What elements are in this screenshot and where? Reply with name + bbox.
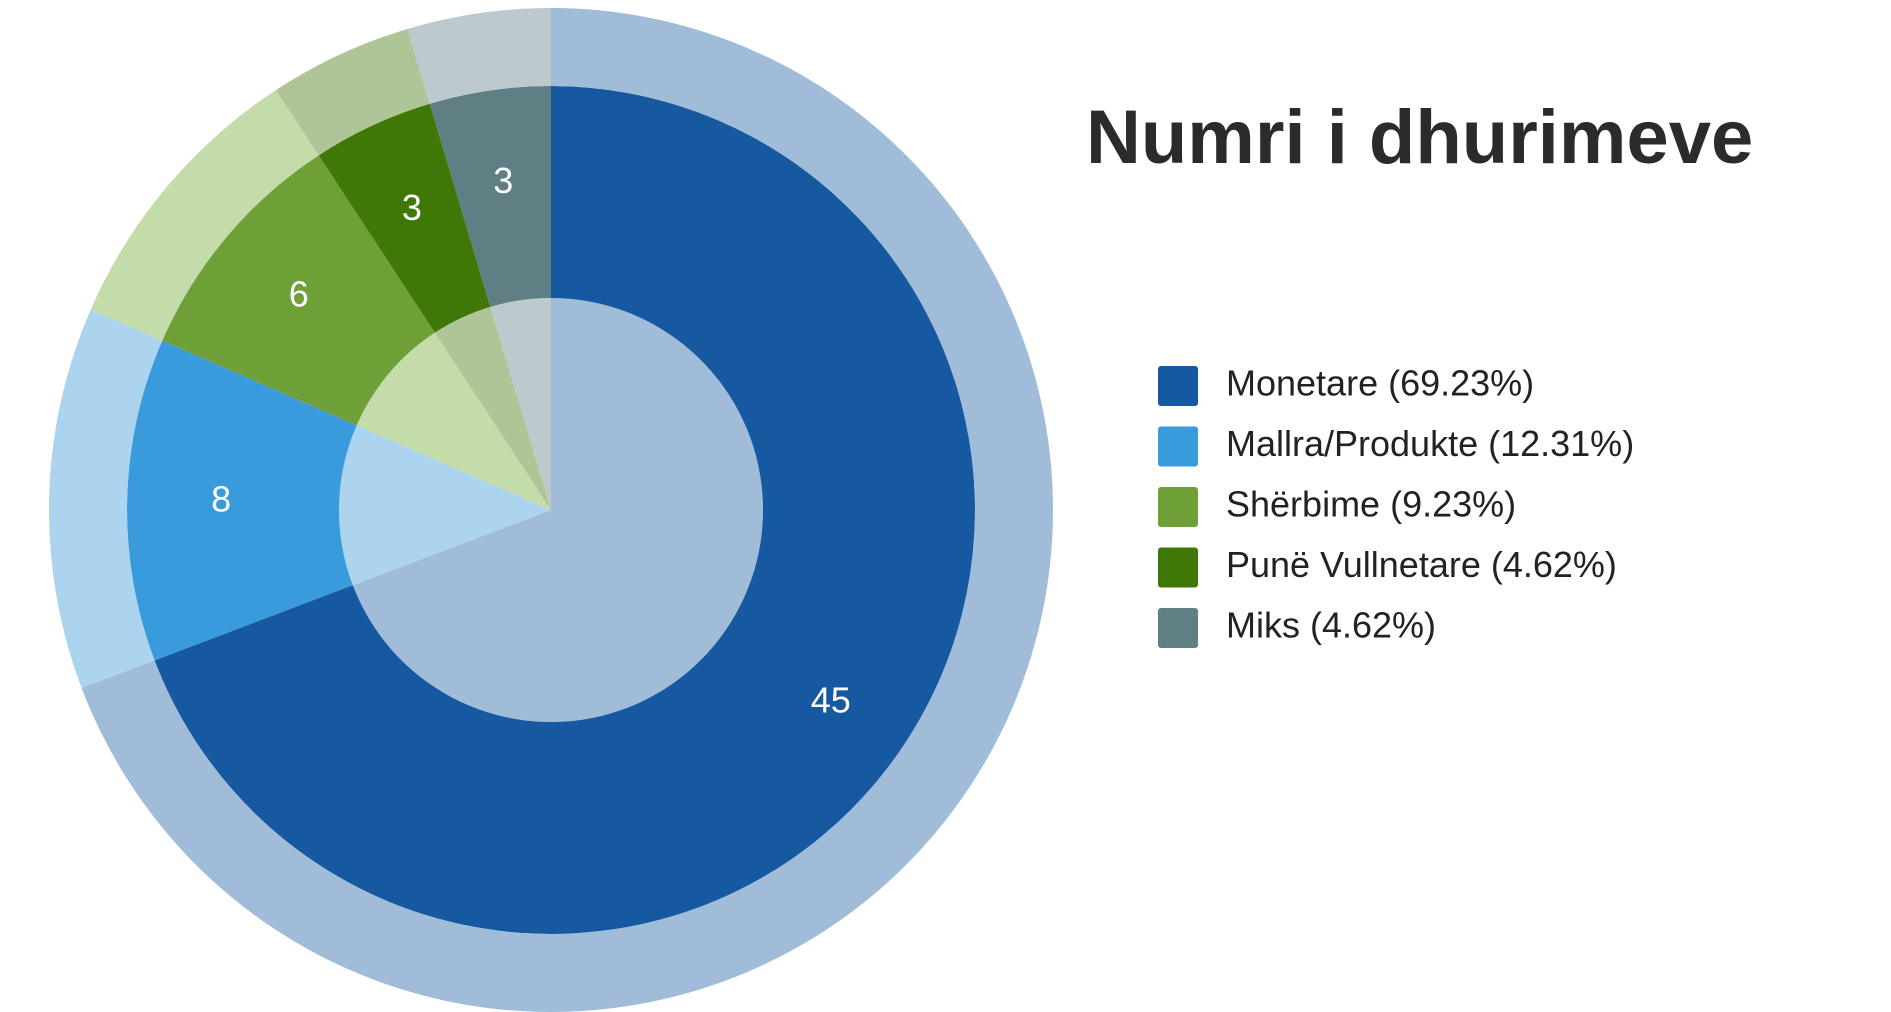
value-label: 8	[211, 479, 231, 520]
legend-swatch	[1158, 547, 1198, 588]
value-label: 3	[493, 160, 513, 201]
legend-text: Monetare (69.23%)	[1226, 363, 1534, 404]
slice-inner	[352, 298, 764, 722]
value-label: 6	[289, 274, 309, 315]
slice	[127, 340, 357, 661]
legend-swatch	[1158, 487, 1198, 527]
legend-swatch	[1158, 366, 1198, 406]
slice-outer	[90, 90, 319, 341]
slice	[318, 103, 491, 333]
legend-text: Punë Vullnetare (4.62%)	[1226, 544, 1617, 585]
value-label: 45	[811, 680, 851, 721]
slice	[429, 86, 551, 307]
slice-inner	[356, 332, 551, 510]
legend-text: Miks (4.62%)	[1226, 605, 1436, 646]
slice-outer	[48, 309, 163, 689]
legend-text: Shërbime (9.23%)	[1226, 484, 1516, 525]
slice-inner	[490, 298, 551, 510]
chart-title: Numri i dhurimeve	[1086, 95, 1753, 180]
slice-outer	[275, 28, 430, 156]
slice-outer	[407, 8, 551, 104]
legend-swatch	[1158, 426, 1198, 467]
value-label: 3	[402, 187, 422, 228]
legend-swatch	[1158, 608, 1198, 648]
legend-text: Mallra/Produkte (12.31%)	[1226, 423, 1634, 464]
slice	[162, 155, 435, 426]
slice-inner	[339, 425, 551, 586]
slice-inner	[434, 306, 551, 510]
slice	[154, 86, 976, 934]
